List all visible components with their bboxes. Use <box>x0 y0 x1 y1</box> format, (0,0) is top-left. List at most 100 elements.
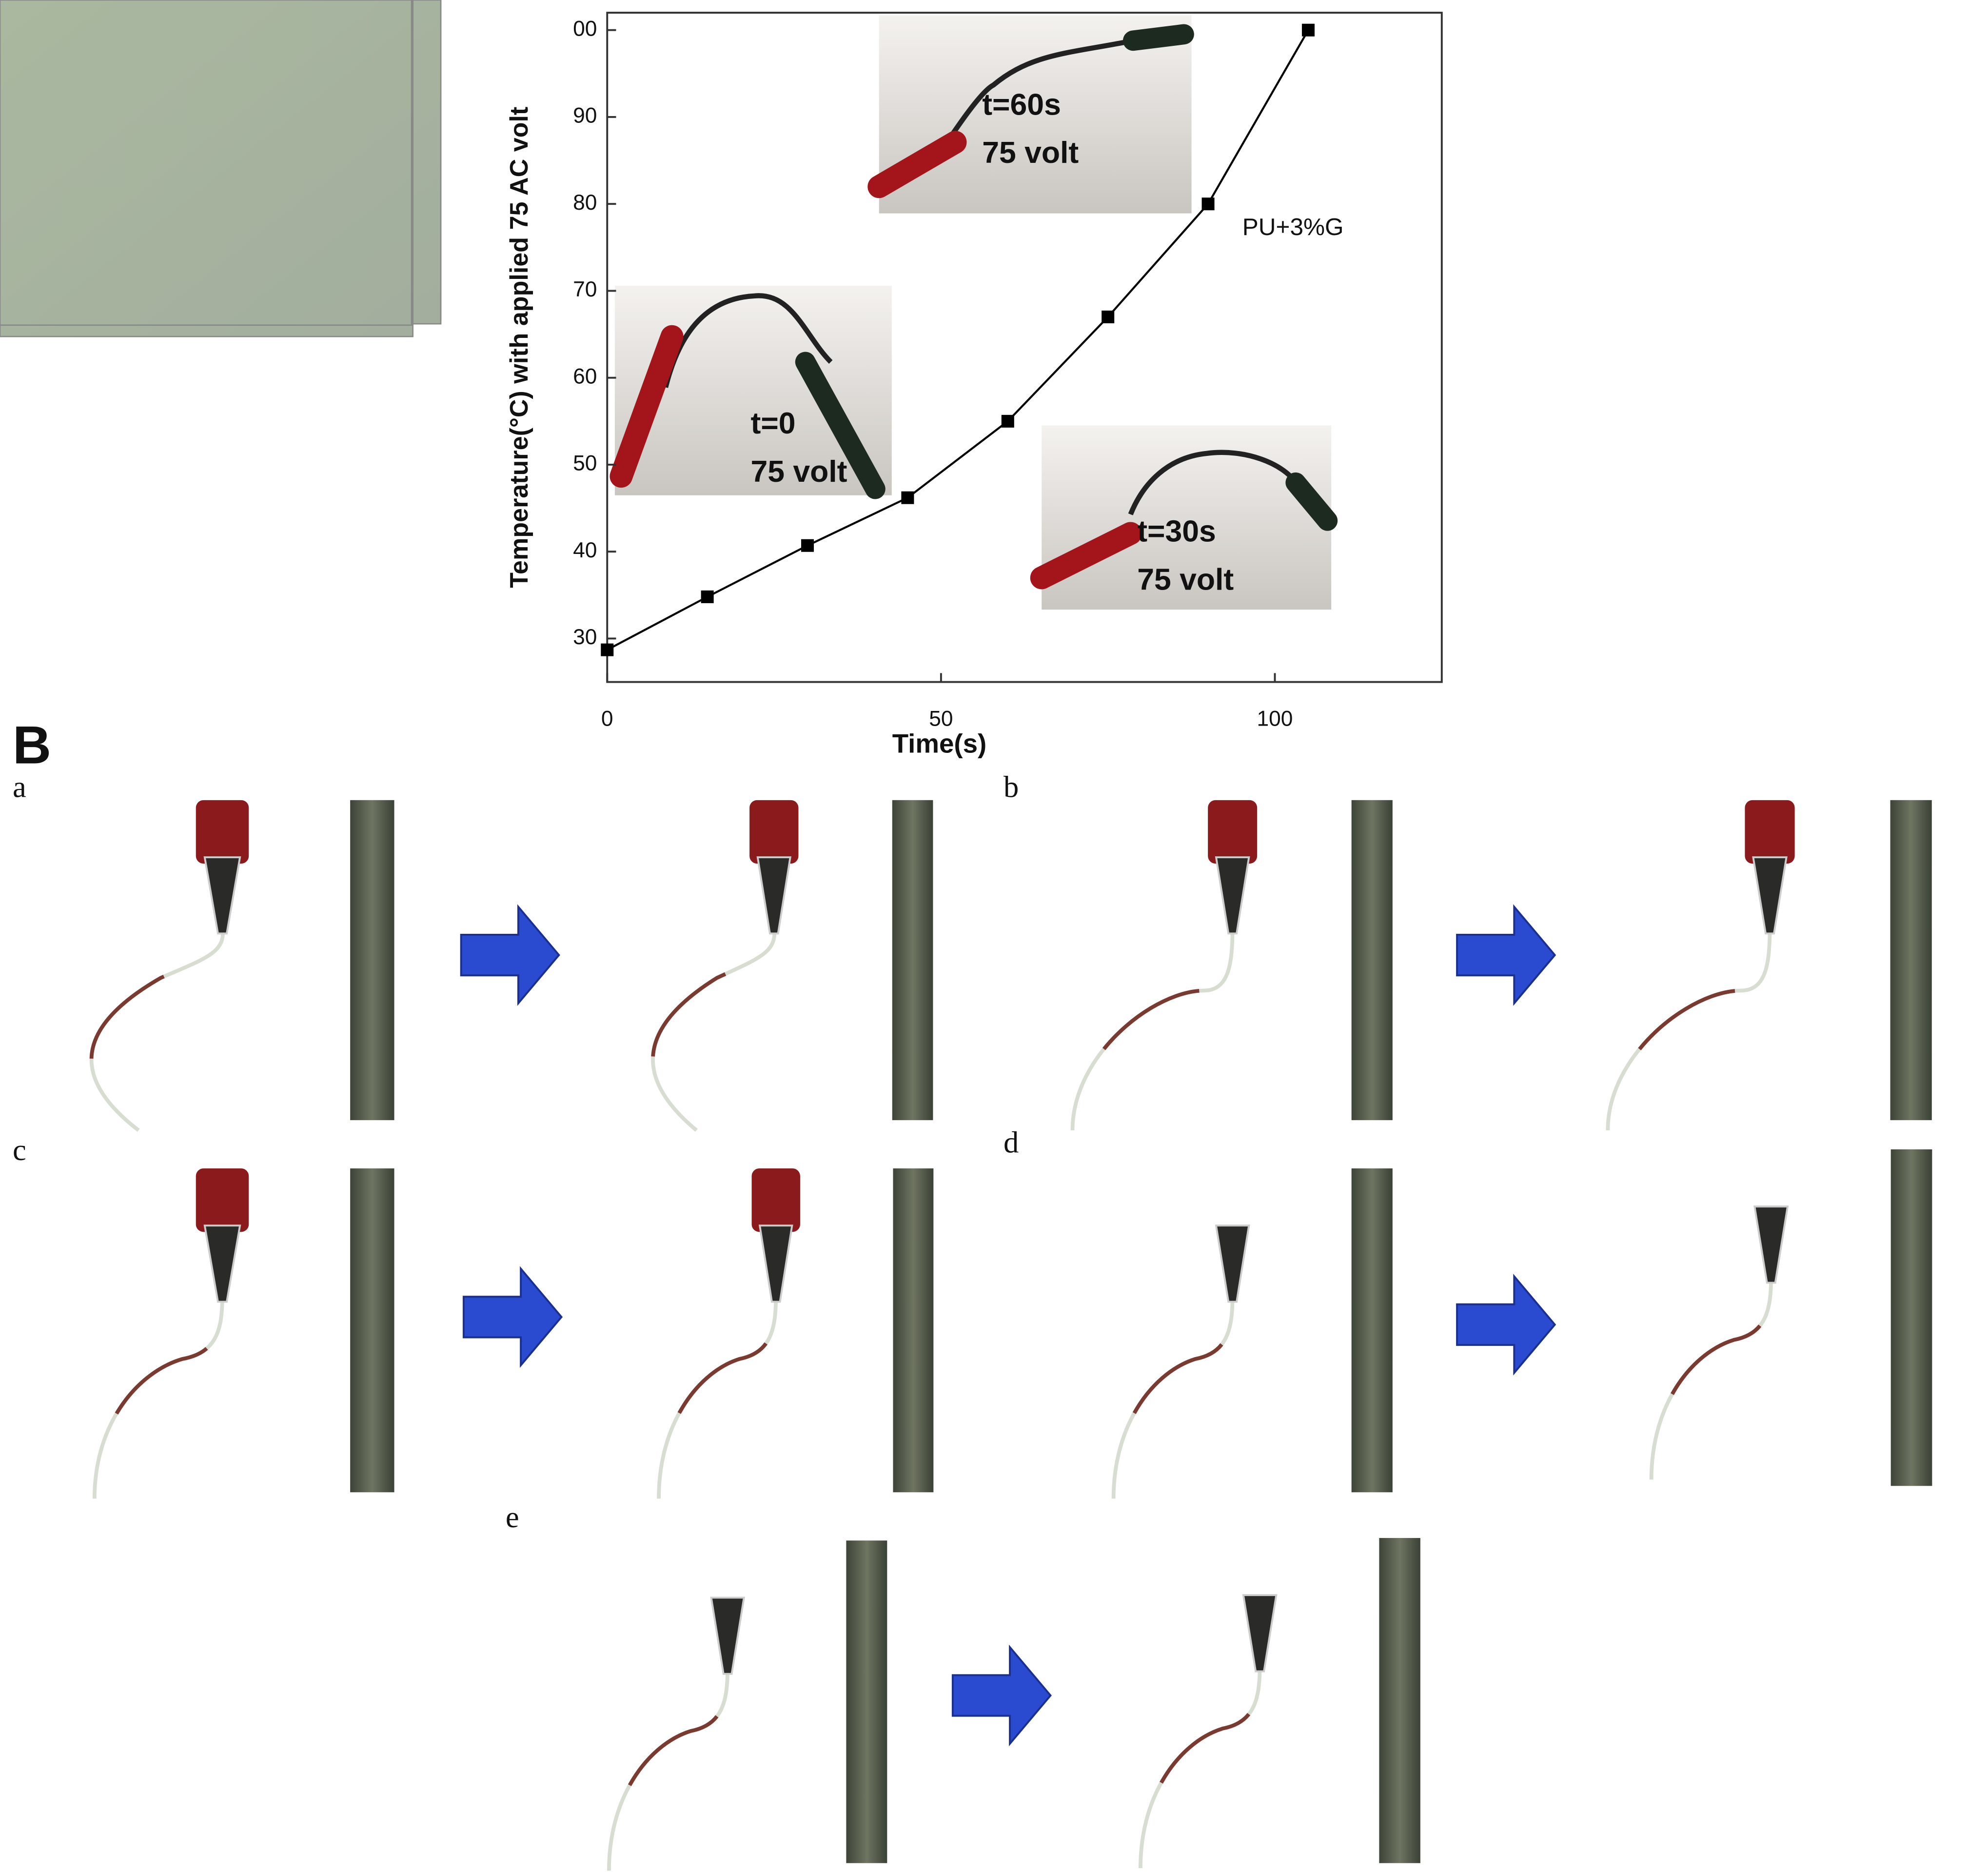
x-tick-label: 50 <box>929 707 953 730</box>
photo <box>1606 800 1932 1130</box>
inset-photo: t=30s 75 volt <box>1030 425 1338 610</box>
photo <box>1111 1168 1393 1499</box>
red-clip <box>1030 522 1142 590</box>
clip-jaw <box>1215 1224 1250 1303</box>
subpanel-label: d <box>1004 1125 1019 1160</box>
arrow <box>951 1644 1052 1747</box>
y-tick-label: 60 <box>573 364 597 388</box>
subpanel-label: b <box>1004 769 1019 804</box>
photo <box>657 1168 934 1499</box>
photo <box>1070 800 1393 1130</box>
arrow <box>462 1266 563 1368</box>
red-clip <box>610 325 684 488</box>
inset-photo: t=60s 75 volt <box>867 15 1194 214</box>
wire <box>1649 1276 1773 1480</box>
x-axis-label: Time(s) <box>892 728 987 758</box>
clip-jaw <box>203 1224 241 1303</box>
red-clip <box>196 1168 249 1232</box>
wire <box>1606 927 1772 1130</box>
wire-heated <box>1111 1295 1235 1499</box>
x-tick-label: 0 <box>601 707 613 730</box>
pole <box>1890 800 1932 1121</box>
wire-heated <box>651 926 777 1132</box>
arrow <box>1456 1274 1556 1376</box>
inset-label: t=60s <box>982 87 1061 121</box>
wire <box>89 926 225 1132</box>
pole <box>892 800 933 1121</box>
subpanel-label: a <box>13 769 26 804</box>
red-clip <box>196 800 249 864</box>
y-axis-label: Temperature(°C) with applied 75 AC volt <box>505 107 533 588</box>
wire <box>657 1295 778 1499</box>
black-clip <box>1285 472 1338 531</box>
photo <box>1138 1538 1420 1869</box>
clip-jaw <box>758 1224 793 1303</box>
y-tick-label: 90 <box>573 104 597 128</box>
wire <box>1138 1665 1262 1869</box>
wire <box>1128 450 1298 515</box>
wire <box>1070 927 1235 1130</box>
photo <box>1649 1149 1932 1486</box>
photo <box>651 800 933 1132</box>
data-point <box>601 643 614 656</box>
clip-jaw <box>1752 856 1788 935</box>
red-clip <box>867 131 967 198</box>
y-tick-label: 40 <box>573 538 597 562</box>
data-point <box>901 491 914 504</box>
panel-label: B <box>13 716 51 775</box>
subpanel-label: c <box>13 1133 26 1167</box>
red-clip <box>1745 800 1795 864</box>
photo <box>92 1168 394 1499</box>
wire <box>651 926 777 1132</box>
data-point <box>801 539 814 552</box>
pole <box>350 800 394 1121</box>
data-point <box>701 590 714 603</box>
clip-jaw <box>756 856 792 935</box>
wire <box>1111 1295 1235 1499</box>
wire <box>92 1295 224 1499</box>
annotation: PU+3%G <box>1242 214 1344 240</box>
inset-label: 75 volt <box>982 136 1079 170</box>
clip-jaw <box>1242 1594 1278 1673</box>
pole <box>1379 1538 1420 1863</box>
data-point <box>1102 310 1115 323</box>
pole <box>893 1168 934 1493</box>
red-clip <box>749 800 799 864</box>
inset-label: 75 volt <box>750 454 847 489</box>
wire <box>927 38 1134 169</box>
y-tick-label: 30 <box>573 625 597 649</box>
wire-heated <box>1070 927 1235 1130</box>
x-tick-label: 100 <box>1257 707 1293 730</box>
pole <box>846 1540 887 1863</box>
wire-heated <box>607 1667 730 1871</box>
clip-jaw <box>1753 1205 1789 1284</box>
photo-background <box>0 0 413 326</box>
black-clip <box>1122 24 1194 51</box>
pole <box>350 1168 394 1493</box>
clip-jaw <box>203 856 241 935</box>
clip-jaw <box>1215 856 1250 935</box>
photo <box>89 800 394 1132</box>
photo <box>607 1540 887 1871</box>
wire-heated <box>1649 1276 1773 1480</box>
wire-heated <box>92 1295 224 1499</box>
data-point <box>1301 23 1315 37</box>
pole <box>1351 1168 1393 1493</box>
y-tick-label: 80 <box>573 191 597 215</box>
inset-label: t=0 <box>750 406 795 440</box>
inset-label: t=30s <box>1137 514 1216 548</box>
red-clip <box>751 1168 800 1232</box>
wire <box>607 1667 730 1871</box>
wire-heated <box>657 1295 778 1499</box>
data-line <box>607 29 1309 651</box>
arrow <box>1456 904 1556 1006</box>
y-tick-label: 50 <box>573 452 597 475</box>
wire-heated <box>1606 927 1772 1130</box>
data-point <box>1001 414 1014 428</box>
black-clip <box>795 352 886 499</box>
wire-heated <box>89 926 225 1132</box>
subpanel-label: e <box>506 1500 519 1534</box>
inset-photo: t=0 75 volt <box>610 286 892 499</box>
red-clip <box>1208 800 1258 864</box>
